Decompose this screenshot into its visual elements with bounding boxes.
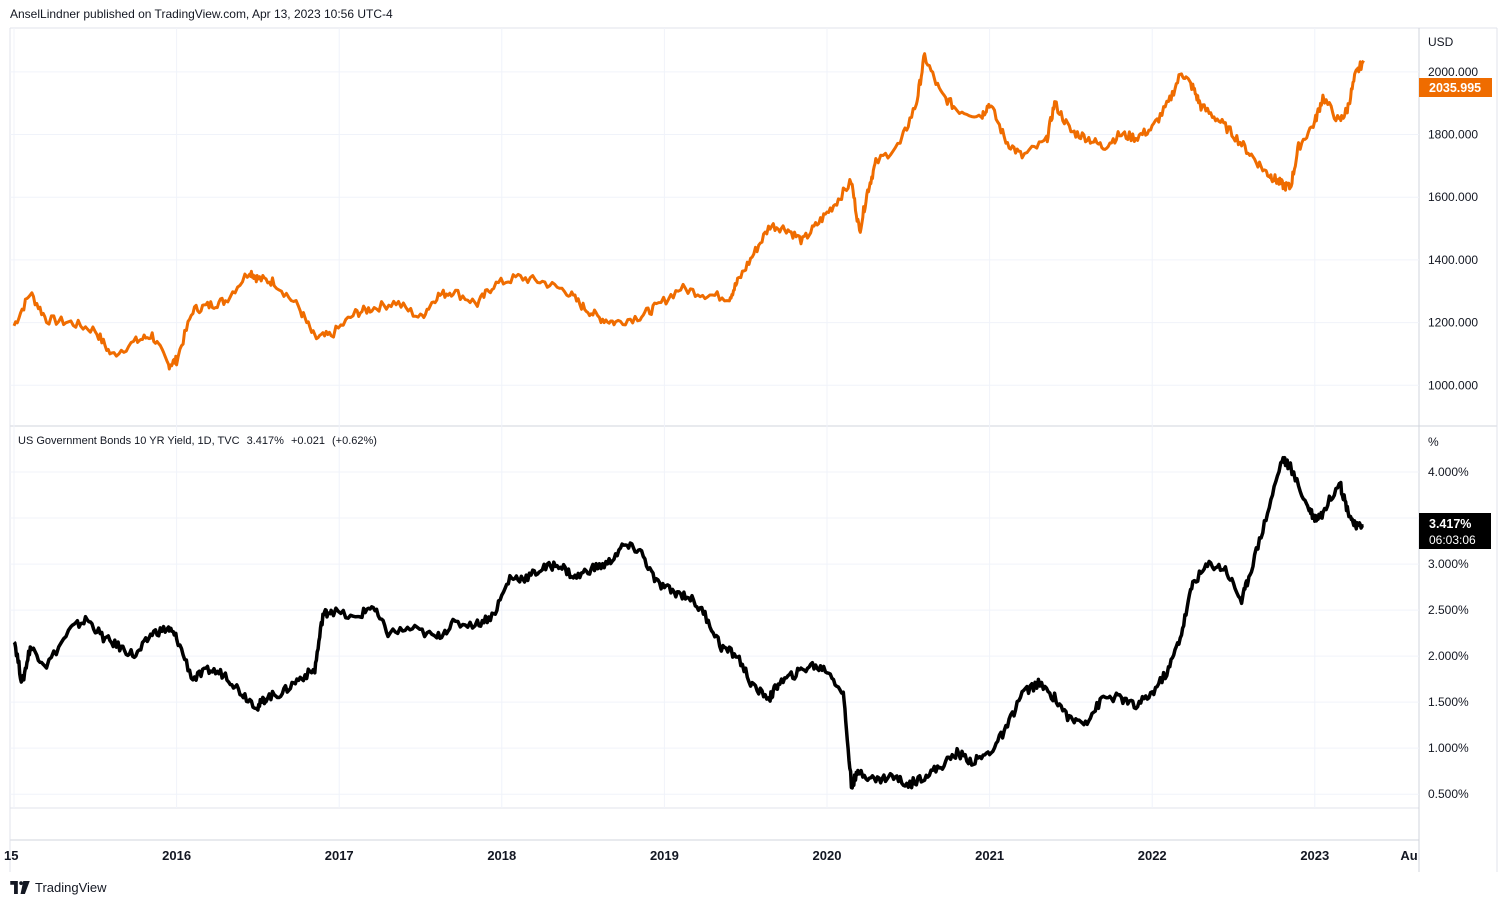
- y-tick-label: 1200.000: [1428, 316, 1478, 330]
- publisher-header: AnselLindner published on TradingView.co…: [10, 7, 393, 21]
- yield-legend[interactable]: US Government Bonds 10 YR Yield, 1D, TVC…: [18, 435, 381, 447]
- y-tick-label: 4.000%: [1428, 465, 1469, 479]
- yield-legend-name: US Government Bonds 10 YR Yield, 1D, TVC: [18, 435, 240, 447]
- y-tick-label: 1800.000: [1428, 128, 1478, 142]
- yield-axis-unit: %: [1428, 435, 1439, 449]
- tradingview-logo-icon: [10, 881, 30, 894]
- gold-price-axis[interactable]: 1000.000 1200.000 1400.000 1600.000 1800.000…: [1428, 65, 1478, 392]
- y-tick-label: 2.000%: [1428, 649, 1469, 663]
- x-tick-label: 2021: [975, 848, 1004, 863]
- time-axis[interactable]: 15 2016 2017 2018 2019 2020 2021 2022 2023 Au: [4, 848, 1418, 863]
- y-tick-label: 1.500%: [1428, 695, 1469, 709]
- y-tick-label: 1400.000: [1428, 253, 1478, 267]
- yield-legend-change: +0.021: [290, 435, 325, 447]
- yield-legend-change-pct: (+0.62%): [332, 435, 377, 447]
- gold-last-price-tag: 2035.995: [1419, 78, 1492, 97]
- x-tick-label: 2017: [325, 848, 354, 863]
- gold-last-price-label: 2035.995: [1429, 81, 1481, 95]
- x-tick-label: Au: [1400, 848, 1417, 863]
- y-tick-label: 1600.000: [1428, 190, 1478, 204]
- footer[interactable]: TradingView: [10, 880, 107, 895]
- y-tick-label: 2000.000: [1428, 65, 1478, 79]
- tradingview-brand: TradingView: [35, 880, 107, 895]
- us10y-yield-series: [12, 455, 1365, 790]
- y-tick-label: 0.500%: [1428, 787, 1469, 801]
- yield-countdown-label: 06:03:06: [1429, 533, 1476, 547]
- x-tick-label: 2022: [1138, 848, 1167, 863]
- x-tick-label: 15: [4, 848, 18, 863]
- x-tick-label: 2016: [162, 848, 191, 863]
- x-tick-label: 2020: [813, 848, 842, 863]
- y-tick-label: 1.000%: [1428, 741, 1469, 755]
- x-tick-label: 2019: [650, 848, 679, 863]
- gold-price-series: [12, 52, 1365, 371]
- yield-price-axis[interactable]: 0.500%1.000%1.500%2.000%2.500%3.000%3.50…: [1428, 465, 1469, 801]
- y-tick-label: 3.000%: [1428, 557, 1469, 571]
- yield-last-price-tag: 3.417% 06:03:06: [1419, 513, 1491, 549]
- yield-last-price-label: 3.417%: [1429, 517, 1471, 531]
- gridlines: [10, 28, 1419, 808]
- gold-axis-unit: USD: [1428, 35, 1454, 49]
- x-tick-label: 2023: [1300, 848, 1329, 863]
- y-tick-label: 2.500%: [1428, 603, 1469, 617]
- yield-line: [12, 455, 1365, 790]
- gold-price-line: [12, 52, 1365, 371]
- y-tick-label: 1000.000: [1428, 378, 1478, 392]
- yield-legend-value: 3.417%: [246, 435, 284, 447]
- x-tick-label: 2018: [487, 848, 516, 863]
